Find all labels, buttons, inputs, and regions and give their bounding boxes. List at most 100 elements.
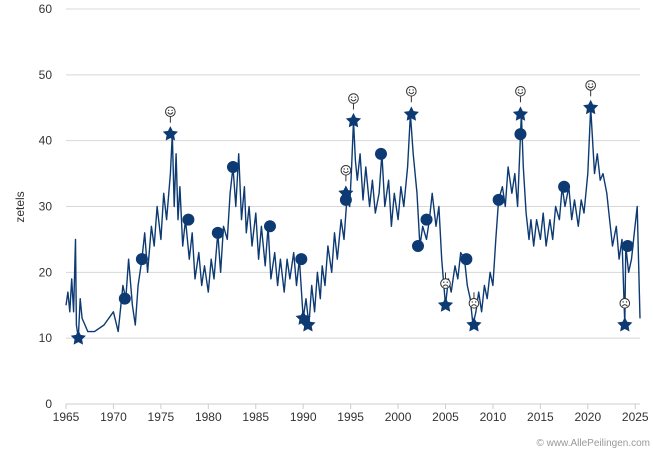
smiley-face	[340, 164, 352, 176]
y-axis-title: zetels	[13, 191, 27, 222]
x-tick-label: 1970	[100, 410, 127, 424]
x-tick-label: 2005	[432, 410, 459, 424]
y-tick-label: 10	[39, 331, 53, 345]
smiley-eye	[171, 109, 173, 112]
smiley-eye	[588, 83, 590, 85]
smiley-eye	[625, 301, 628, 303]
smiley-eye	[343, 168, 345, 170]
y-tick-label: 30	[39, 200, 53, 214]
low-smiley-icon	[440, 272, 451, 289]
low-smiley-icon	[468, 292, 480, 309]
extreme-star	[345, 112, 362, 128]
extreme-star	[162, 126, 178, 141]
poll-point-circle	[492, 193, 505, 206]
smiley-mouth	[470, 304, 477, 307]
extreme-star	[466, 317, 482, 332]
smiley-eye	[346, 168, 349, 170]
smiley-mouth	[517, 91, 524, 95]
high-smiley-icon	[406, 85, 417, 103]
extreme-star	[403, 106, 419, 121]
high-smiley-icon	[348, 93, 359, 110]
poll-point-circle	[118, 292, 131, 305]
x-tick-label: 2000	[385, 410, 412, 424]
x-tick-label: 1990	[290, 410, 317, 424]
smiley-mouth	[587, 85, 594, 89]
smiley-eye	[622, 301, 624, 303]
y-tick-label: 20	[39, 265, 53, 279]
poll-point-circle	[460, 253, 473, 266]
x-tick-label: 1995	[337, 410, 364, 424]
smiley-eye	[518, 89, 520, 91]
smiley-mouth	[621, 304, 628, 307]
smiley-eye	[591, 83, 594, 85]
smiley-mouth	[408, 91, 415, 95]
poll-point-circle	[226, 161, 239, 173]
high-smiley-icon	[340, 164, 352, 182]
smiley-face	[585, 80, 596, 91]
poll-point-circle	[621, 240, 634, 252]
x-tick-label: 1980	[195, 410, 222, 424]
poll-point-circle	[263, 220, 276, 233]
poll-point-circle	[374, 147, 387, 160]
extreme-star	[583, 99, 599, 115]
y-axis-ticks: 0 10 20 30 40 50 60	[39, 2, 53, 411]
marker-layer	[70, 80, 634, 345]
smiley-face	[348, 93, 359, 104]
poll-point-circle	[514, 128, 527, 141]
extreme-star	[338, 185, 354, 200]
smiley-eye	[412, 89, 414, 91]
smiley-mouth	[167, 111, 174, 115]
extreme-star	[300, 317, 316, 332]
poll-point-circle	[295, 253, 308, 266]
extreme-star	[512, 106, 529, 121]
y-tick-label: 50	[39, 68, 53, 82]
smiley-eye	[408, 89, 411, 91]
low-smiley-icon	[619, 292, 631, 309]
smiley-eye	[471, 301, 473, 303]
smiley-eye	[167, 109, 170, 112]
high-smiley-icon	[515, 85, 526, 103]
poll-point-circle	[420, 213, 433, 226]
x-axis-ticks: 1965 1970 1975 1980 1985 1990 1995 2000 2005 2010…	[53, 404, 649, 424]
smiley-eye	[446, 281, 448, 283]
smiley-eye	[351, 96, 353, 98]
smiley-eye	[521, 89, 523, 91]
x-tick-label: 1965	[53, 410, 80, 424]
x-tick-label: 2025	[622, 410, 649, 424]
smiley-mouth	[442, 284, 449, 287]
smiley-mouth	[342, 170, 349, 174]
y-tick-label: 0	[45, 397, 52, 411]
poll-point-circle	[135, 253, 148, 266]
gridlines	[66, 8, 640, 405]
high-smiley-icon	[585, 80, 596, 97]
series-layer	[65, 107, 641, 339]
poll-point-circle	[558, 180, 571, 193]
credit-text[interactable]: © www.AllePeilingen.com	[536, 438, 650, 449]
smiley-face	[165, 106, 176, 117]
smiley-face	[406, 85, 417, 97]
x-tick-label: 2015	[527, 410, 554, 424]
poll-point-circle	[182, 213, 195, 226]
series-line	[65, 107, 641, 339]
extreme-star	[437, 297, 454, 312]
poll-point-circle	[411, 240, 424, 252]
x-tick-label: 1985	[242, 410, 269, 424]
smiley-eye	[474, 301, 477, 303]
x-tick-label: 1975	[148, 410, 175, 424]
extreme-star	[617, 317, 633, 332]
high-smiley-icon	[165, 106, 176, 123]
x-tick-label: 2020	[574, 410, 601, 424]
smiley-face	[619, 297, 631, 309]
smiley-eye	[443, 281, 445, 283]
y-tick-label: 60	[39, 2, 53, 16]
x-tick-label: 2010	[480, 410, 507, 424]
smiley-mouth	[350, 98, 357, 102]
y-tick-label: 40	[39, 134, 53, 148]
smiley-face	[468, 297, 480, 309]
extreme-star	[70, 330, 86, 345]
poll-point-circle	[211, 226, 224, 239]
smiley-eye	[354, 96, 356, 98]
smiley-face	[515, 85, 526, 97]
smiley-face	[440, 278, 451, 289]
